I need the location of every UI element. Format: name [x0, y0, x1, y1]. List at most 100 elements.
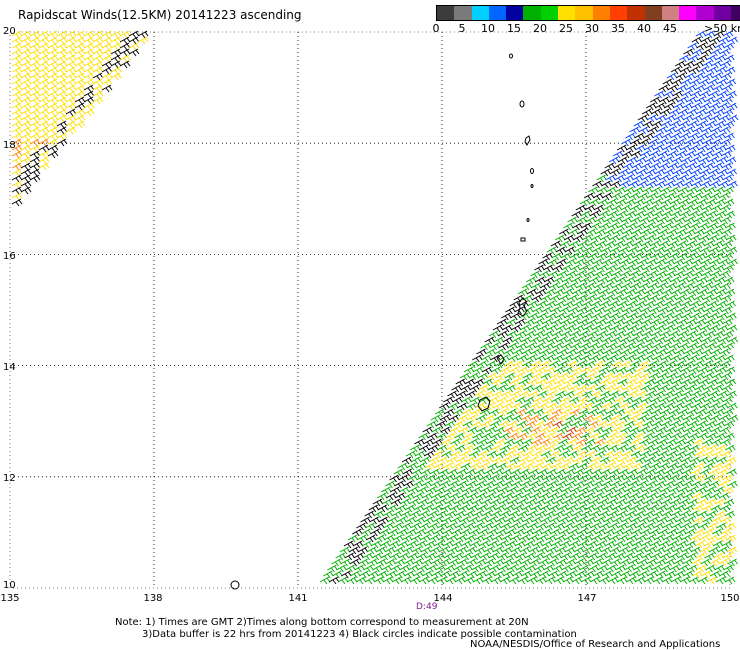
wind-barb: [711, 150, 723, 159]
wind-barb: [526, 576, 538, 585]
wind-barb: [549, 294, 561, 303]
wind-barb: [644, 522, 655, 531]
wind-barb: [602, 348, 613, 357]
wind-barb: [689, 378, 701, 387]
wind-barb: [669, 342, 680, 351]
wind-barb: [589, 366, 601, 375]
wind-barb: [433, 540, 445, 549]
wind-barb: [407, 552, 419, 561]
wind-barb: [414, 450, 426, 459]
wind-barb: [612, 516, 623, 525]
wind-barb: [668, 552, 680, 561]
wind-barb: [724, 444, 736, 453]
wind-barb: [622, 240, 634, 249]
wind-barb: [638, 504, 650, 513]
wind-barb: [698, 78, 710, 87]
wind-barb: [627, 402, 639, 411]
wind-barb: [669, 120, 681, 129]
wind-barb: [572, 534, 584, 543]
wind-barb: [539, 348, 550, 357]
wind-barb: [513, 438, 524, 447]
wind-barb: [631, 162, 643, 171]
wind-barb: [652, 144, 664, 153]
wind-barb: [611, 282, 623, 291]
wind-barb: [377, 504, 389, 513]
wind-barb: [691, 192, 703, 201]
wind-barb: [506, 552, 518, 561]
wind-barb: [618, 546, 630, 555]
wind-barb: [473, 456, 485, 465]
wind-barb: [566, 348, 577, 357]
wind-barb: [722, 186, 734, 195]
wind-barb: [548, 270, 559, 279]
wind-barb: [446, 456, 458, 465]
wind-barb: [582, 390, 593, 399]
wind-barb: [494, 504, 506, 513]
wind-barb: [723, 342, 734, 351]
wind-barb: [614, 174, 625, 183]
wind-barb: [626, 534, 638, 543]
wind-barb: [654, 546, 666, 555]
wind-barb: [682, 492, 694, 501]
wind-barb: [705, 564, 716, 573]
wind-barb: [711, 228, 723, 237]
wind-barb: [687, 276, 699, 285]
lon-label: 138: [143, 593, 163, 604]
wind-barb: [628, 558, 639, 567]
wind-barb: [561, 264, 572, 273]
wind-barb: [351, 528, 363, 537]
wind-barb: [119, 60, 131, 69]
wind-barb: [613, 318, 625, 327]
wind-barb: [567, 528, 579, 537]
wind-barb: [579, 264, 590, 273]
wind-barb: [552, 276, 564, 285]
wind-barb: [720, 72, 732, 81]
wind-barb: [574, 414, 586, 423]
wind-barb: [671, 534, 683, 543]
wind-barb: [340, 558, 351, 567]
wind-barb: [634, 576, 646, 585]
wind-barb: [709, 492, 721, 501]
wind-barb: [706, 132, 717, 141]
wind-barb: [483, 546, 495, 555]
wind-barb: [714, 564, 725, 573]
wind-barb: [488, 486, 500, 495]
wind-barb: [583, 258, 594, 267]
wind-barb: [719, 270, 730, 279]
wind-barb: [524, 408, 536, 417]
wind-barb: [569, 486, 581, 495]
wind-barb: [705, 264, 716, 273]
wind-barb: [480, 420, 492, 429]
wind-barb: [621, 138, 632, 147]
wind-barb: [570, 276, 582, 285]
wind-barb: [472, 510, 484, 519]
wind-barb: [540, 450, 552, 459]
wind-barb: [715, 144, 727, 153]
wind-barb: [619, 192, 631, 201]
wind-barb: [443, 474, 454, 483]
wind-barb: [657, 216, 668, 225]
wind-barb: [553, 366, 565, 375]
wind-barb: [604, 384, 615, 393]
wind-barb: [676, 384, 687, 393]
wind-barb: [319, 576, 331, 585]
wind-barb: [415, 540, 427, 549]
wind-barb: [708, 468, 720, 477]
wind-barb: [409, 576, 421, 585]
wind-barb: [533, 474, 544, 483]
wind-barb: [603, 528, 615, 537]
wind-barb: [598, 210, 610, 219]
wind-barb: [723, 498, 735, 507]
wind-barb: [432, 528, 444, 537]
wind-barb: [592, 558, 603, 567]
wind-barb: [615, 420, 627, 429]
wind-barb: [700, 492, 712, 501]
wind-barb: [517, 366, 529, 375]
wind-barb: [579, 276, 591, 285]
wind-barb: [495, 450, 507, 459]
wind-barb: [697, 366, 709, 375]
wind-barb: [616, 576, 628, 585]
wind-barb: [664, 114, 676, 123]
wind-barb: [654, 246, 666, 255]
